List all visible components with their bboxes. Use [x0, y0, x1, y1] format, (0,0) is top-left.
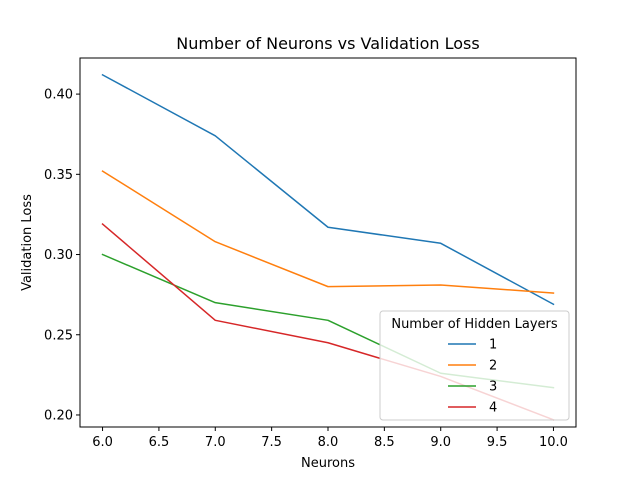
x-tick-label: 6.0: [92, 435, 113, 450]
x-tick-label: 7.0: [205, 435, 226, 450]
legend-label-2: 2: [489, 359, 497, 374]
x-tick-label: 8.0: [318, 435, 339, 450]
x-tick-label: 8.5: [374, 435, 395, 450]
legend-title: Number of Hidden Layers: [391, 317, 558, 332]
x-tick-label: 10.0: [539, 435, 568, 450]
y-tick-label: 0.35: [44, 168, 73, 183]
legend-label-3: 3: [489, 380, 497, 395]
legend-label-1: 1: [489, 338, 497, 353]
x-axis: 6.0 6.5 7.0 7.5 8.0 8.5 9.0 9.5 10.0: [92, 427, 568, 450]
x-axis-label: Neurons: [301, 456, 355, 471]
y-tick-label: 0.25: [44, 328, 73, 343]
y-tick-label: 0.20: [44, 408, 73, 423]
x-tick-label: 9.5: [487, 435, 508, 450]
y-tick-label: 0.30: [44, 248, 73, 263]
chart-title: Number of Neurons vs Validation Loss: [176, 34, 479, 53]
legend-label-4: 4: [489, 401, 497, 416]
x-tick-label: 7.5: [261, 435, 282, 450]
series-line-1: [101, 73, 555, 306]
y-axis-label: Validation Loss: [20, 194, 35, 291]
x-tick-label: 9.0: [430, 435, 451, 450]
y-tick-label: 0.40: [44, 88, 73, 103]
legend: Number of Hidden Layers 1 2 3 4: [379, 310, 570, 421]
y-axis: 0.20 0.25 0.30 0.35 0.40: [44, 88, 80, 423]
x-tick-label: 6.5: [149, 435, 170, 450]
plot-frame: [79, 57, 577, 428]
legend-items: 1 2 3 4: [448, 338, 497, 416]
series-line-2: [101, 170, 555, 294]
